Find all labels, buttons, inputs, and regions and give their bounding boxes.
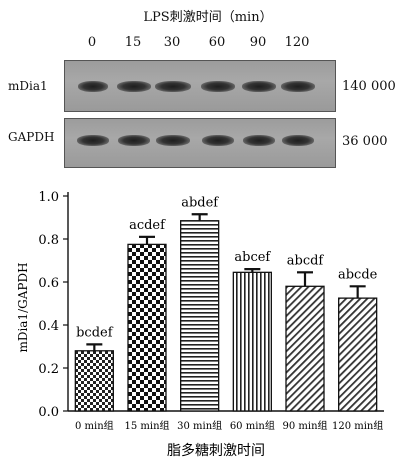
x-tick-label: 120 min组	[332, 419, 383, 432]
blot-lane-label: 30	[163, 35, 181, 50]
x-tick-label: 0 min组	[75, 419, 114, 432]
blot-strip-mdia1	[64, 60, 336, 112]
blot-band	[282, 135, 314, 146]
y-tick-label: 0.6	[38, 276, 59, 291]
blot-band	[118, 135, 150, 146]
blot-size-mdia1: 140 000	[342, 79, 396, 94]
x-tick-label: 90 min组	[282, 419, 327, 432]
blot-lane-label: 120	[284, 35, 310, 50]
bar	[232, 271, 272, 412]
blot-strip-gapdh	[64, 118, 336, 168]
blot-band	[243, 135, 275, 146]
blot-band	[77, 135, 109, 146]
bar-annotation: abdef	[181, 195, 219, 210]
bar	[180, 220, 220, 412]
x-axis-label: 脂多糖刺激时间	[167, 442, 265, 459]
y-tick-label: 0.2	[38, 362, 59, 377]
y-tick-label: 0.0	[38, 405, 59, 420]
x-tick-label: 30 min组	[177, 419, 222, 432]
bar	[127, 243, 167, 412]
bar-annotation: acdef	[129, 218, 166, 233]
bar	[338, 297, 378, 412]
blot-band	[78, 81, 108, 92]
blot-band	[201, 81, 235, 92]
x-tick-label: 15 min组	[124, 419, 169, 432]
bar	[285, 285, 325, 412]
blot-lane-label: 60	[208, 35, 226, 50]
x-tick-label: 60 min组	[230, 419, 275, 432]
blot-band	[155, 81, 191, 92]
y-tick-label: 1.0	[38, 190, 59, 205]
blot-row-label-gapdh: GAPDH	[8, 130, 55, 144]
y-axis-label: mDia1/GAPDH	[16, 262, 30, 352]
blot-title: LPS刺激时间（min）	[143, 10, 273, 25]
blot-band	[281, 81, 315, 92]
blot-band	[117, 81, 151, 92]
blot-lane-label: 15	[124, 35, 142, 50]
blot-row-label-mdia1: mDia1	[8, 79, 48, 93]
bar-annotation: abcdf	[287, 253, 325, 268]
bar-annotation: abcde	[338, 267, 378, 282]
blot-lane-label: 90	[249, 35, 267, 50]
y-tick-label: 0.8	[38, 233, 59, 248]
blot-band	[242, 81, 276, 92]
bar-annotation: abcef	[234, 250, 271, 265]
y-tick-label: 0.4	[38, 319, 59, 334]
bar	[74, 350, 114, 412]
blot-lane-label: 0	[87, 35, 97, 50]
bar-annotation: bcdef	[76, 325, 114, 340]
blot-band	[156, 135, 190, 146]
blot-size-gapdh: 36 000	[342, 134, 388, 149]
blot-band	[202, 135, 234, 146]
